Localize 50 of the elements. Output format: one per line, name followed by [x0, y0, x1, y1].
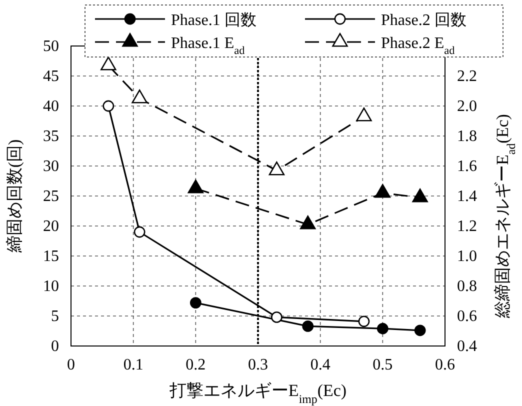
legend-label: Phase.2 E$_{ad}$: [381, 35, 456, 57]
legend-label: Phase.2 回数: [381, 12, 466, 29]
y-tick-label: 45: [43, 68, 59, 86]
y-tick-label: 50: [43, 38, 59, 56]
y2-tick-label: 0.6: [457, 308, 477, 326]
point: [376, 322, 388, 334]
point: [268, 162, 285, 176]
point: [190, 297, 202, 308]
x-tick-label: 0.3: [248, 356, 268, 374]
point: [374, 184, 391, 198]
y-tick-label: 10: [43, 278, 59, 296]
y2-tick-label: 2.2: [457, 68, 477, 86]
x-tick-label: 0.4: [310, 356, 330, 374]
point: [188, 180, 204, 194]
point: [414, 324, 426, 336]
y2-tick-label: 1.6: [457, 158, 477, 176]
legend-label: Phase.1 E$_{ad}$: [171, 35, 246, 57]
x-tick-label: 0.2: [186, 356, 206, 374]
y-tick-label: 40: [43, 98, 59, 116]
point: [134, 226, 146, 238]
y2-tick-label: 2.0: [457, 98, 477, 116]
x-tick-label: 0: [67, 356, 75, 374]
x-tick-label: 0.5: [372, 356, 393, 374]
point: [132, 90, 148, 104]
x-tick-label: 0.1: [123, 356, 144, 374]
y2-tick-label: 1.8: [457, 128, 477, 146]
y2-tick-label: 0.4: [457, 338, 477, 356]
y2-tick-label: 1.4: [457, 188, 477, 206]
x-tick-label: 0.6: [435, 356, 455, 374]
point: [300, 216, 316, 230]
y-tick-label: 30: [43, 158, 59, 176]
y2-tick-label: 1.2: [457, 218, 477, 236]
point: [358, 316, 370, 328]
point: [102, 100, 114, 112]
y-tick-label: 20: [43, 218, 59, 236]
y-tick-label: 35: [43, 128, 59, 146]
point: [412, 188, 428, 202]
y2-tick-label: 1.0: [457, 248, 477, 266]
y-tick-label: 5: [51, 308, 59, 326]
point: [100, 56, 116, 70]
x-axis-title: 打撃エネルギーE$_{imp}$(Ec): [168, 381, 347, 406]
y-axis-title: 締固め回数(回): [5, 139, 24, 254]
point: [271, 312, 282, 323]
y2-tick-label: 0.8: [457, 278, 477, 296]
y-tick-label: 15: [43, 248, 59, 266]
point: [356, 108, 372, 122]
y-tick-label: 25: [43, 188, 59, 206]
legend-label: Phase.1 回数: [171, 12, 256, 29]
y-tick-label: 0: [51, 338, 59, 356]
point: [302, 320, 314, 332]
